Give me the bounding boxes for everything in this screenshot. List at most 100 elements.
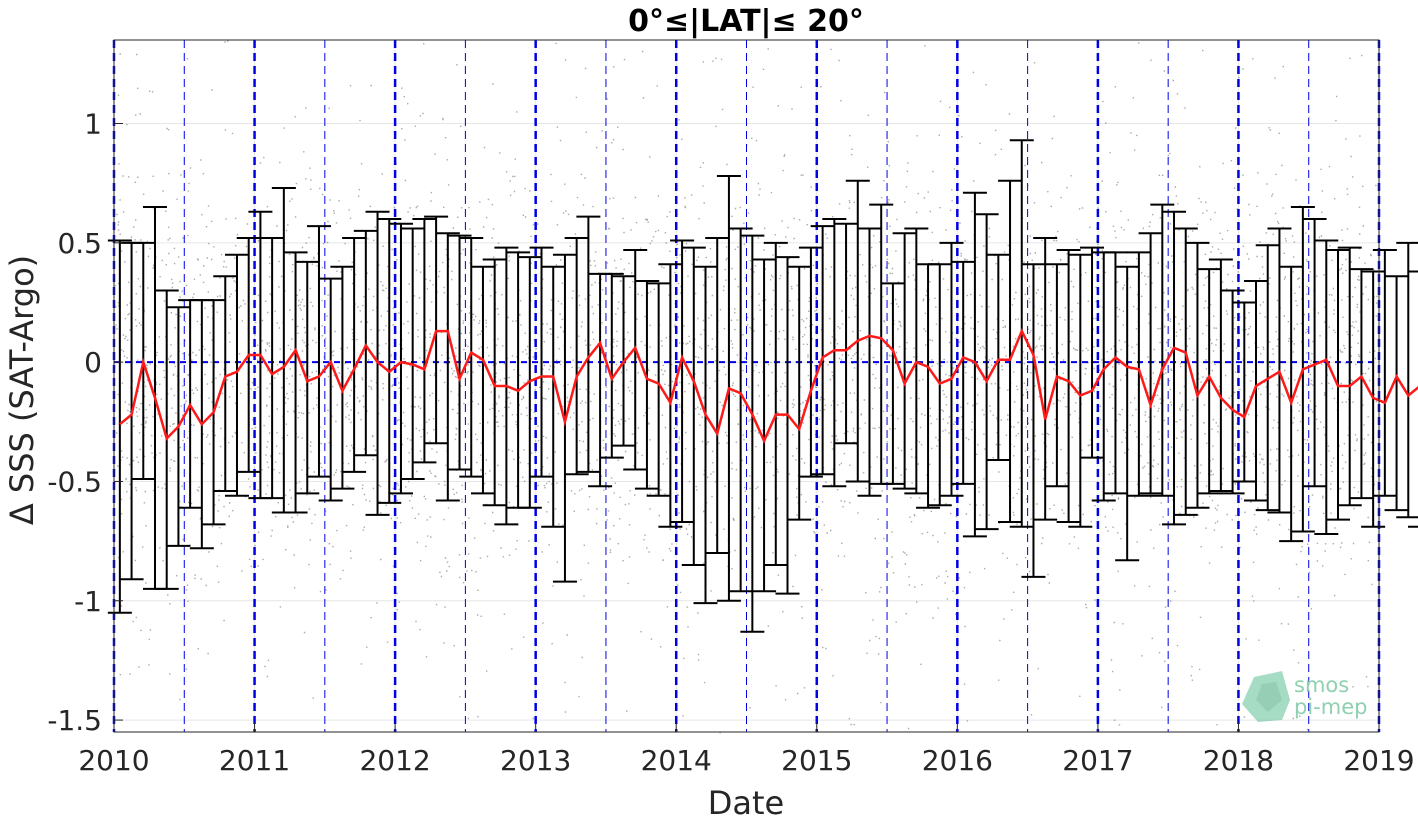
error-bar: [1384, 275, 1409, 512]
error-bar: [974, 213, 999, 531]
error-bar: [728, 227, 753, 593]
error-bar: [1126, 251, 1151, 497]
error-bar: [998, 179, 1023, 524]
error-bar: [1349, 268, 1374, 500]
error-bar: [646, 282, 671, 497]
error-bar: [377, 217, 402, 504]
x-ticks: 2010 2011 2012 2013 2014 2015 2016 2017 2018 2019: [78, 723, 1415, 777]
error-bar: [1197, 268, 1222, 495]
error-bar: [1337, 246, 1362, 507]
plot-frame: [113, 39, 1380, 733]
error-bar: [869, 203, 894, 485]
x-tick-label: 2017: [1062, 744, 1133, 777]
error-bar: [306, 225, 331, 478]
x-tick-label: 2019: [1343, 744, 1414, 777]
error-bar: [880, 282, 905, 485]
error-bar: [1080, 246, 1105, 459]
error-bar: [740, 234, 765, 633]
error-bar: [1033, 237, 1058, 521]
error-bar: [1220, 289, 1245, 495]
error-bar: [1407, 270, 1418, 528]
error-bar: [1244, 280, 1269, 502]
logo-line1: smos: [1294, 673, 1349, 697]
error-bar: [342, 237, 367, 473]
error-bar: [845, 179, 870, 483]
error-bar: [670, 239, 695, 524]
error-bar: [318, 277, 343, 502]
reference-lines: [112, 40, 1381, 732]
error-bar: [412, 217, 437, 464]
error-bar: [1150, 203, 1175, 497]
y-axis-label: Δ SSS (SAT-Argo): [3, 255, 41, 525]
mean-line-layer: [119, 328, 1418, 444]
error-bar: [330, 265, 355, 490]
error-bar: [623, 248, 648, 471]
error-bar: [681, 246, 706, 566]
error-bar: [834, 222, 859, 445]
error-bar: [1162, 210, 1187, 526]
error-bar: [1056, 248, 1081, 524]
error-bar: [388, 222, 413, 495]
error-bar: [892, 232, 917, 490]
error-bar: [1302, 217, 1327, 488]
y-tick-label: -0.5: [47, 465, 102, 498]
error-bar: [271, 186, 296, 514]
error-bar: [224, 253, 249, 497]
mean-line: [119, 328, 1418, 444]
error-bar: [693, 265, 718, 605]
x-tick-label: 2011: [219, 744, 290, 777]
error-bar: [1185, 241, 1210, 509]
error-bar: [1173, 227, 1198, 516]
y-ticks: 1 0.5 0 -0.5 -1 -1.5: [47, 108, 123, 737]
error-bar: [576, 215, 601, 473]
error-bar: [962, 191, 987, 538]
chart-title: 0°≤|LAT|≤ 20°: [628, 4, 864, 39]
error-bar: [752, 258, 777, 593]
error-bar: [939, 241, 964, 497]
error-bar: [1068, 253, 1093, 528]
error-bar: [435, 232, 460, 502]
error-bar: [798, 246, 823, 478]
error-bar: [482, 258, 507, 507]
x-tick-label: 2016: [922, 744, 993, 777]
error-bar: [1138, 232, 1163, 495]
error-bar: [1091, 251, 1116, 502]
error-bars: [107, 139, 1418, 633]
error-bar: [564, 237, 589, 476]
error-bar: [775, 256, 800, 595]
x-tick-label: 2013: [500, 744, 571, 777]
y-tick-label: 0: [84, 346, 102, 379]
error-bar: [1372, 248, 1397, 497]
error-bar: [459, 237, 484, 478]
error-bar: [283, 251, 308, 514]
y-tick-label: 0.5: [57, 227, 102, 260]
x-tick-label: 2015: [781, 744, 852, 777]
error-bar: [353, 229, 378, 457]
scatter-points: [114, 40, 1380, 734]
error-bar: [470, 265, 495, 495]
error-bar: [588, 272, 613, 488]
error-bar: [506, 251, 531, 509]
error-bar: [541, 265, 566, 528]
x-tick-label: 2018: [1203, 744, 1274, 777]
error-bar: [213, 275, 238, 492]
y-tick-label: -1: [74, 585, 102, 618]
y-tick-label: 1: [84, 108, 102, 141]
error-bar: [857, 227, 882, 497]
y-tick-label: -1.5: [47, 704, 102, 737]
error-bar: [763, 241, 788, 566]
error-bar: [1021, 263, 1046, 578]
x-tick-label: 2014: [641, 744, 712, 777]
x-tick-label: 2010: [78, 744, 149, 777]
error-bar: [810, 225, 835, 476]
logo-line2: pi-mep: [1294, 695, 1367, 719]
error-bar: [400, 227, 425, 481]
error-bar: [107, 239, 132, 614]
map-tile-icon: [1242, 671, 1290, 722]
error-bar: [951, 260, 976, 485]
error-bar: [658, 263, 683, 528]
x-tick-label: 2012: [359, 744, 430, 777]
error-bar: [1314, 239, 1339, 535]
error-bar: [705, 237, 730, 555]
